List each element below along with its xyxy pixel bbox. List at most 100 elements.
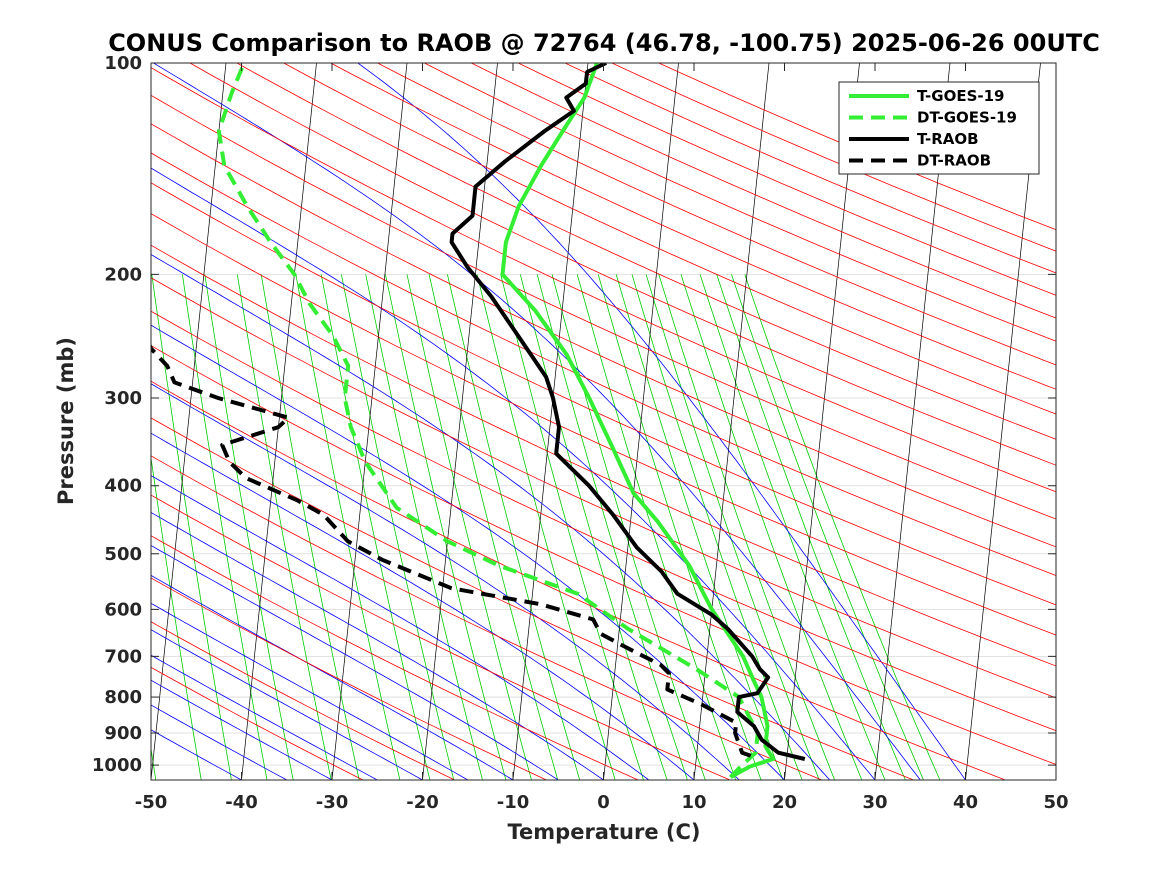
- mixing-ratio-line: [295, 274, 401, 780]
- dry-adiabat-line: [189, 63, 1056, 466]
- legend-label: T-GOES-19: [917, 87, 1004, 105]
- x-tick-label: -10: [497, 792, 530, 813]
- isotherm-line: [0, 63, 45, 780]
- mixing-ratio-line: [576, 274, 737, 780]
- y-axis: 100 200 300 400 500 600 700 800 900 1000: [92, 53, 1056, 776]
- moist-adiabat-line: [151, 544, 559, 780]
- dry-adiabat-line: [564, 63, 1056, 274]
- mixing-ratio-line: [341, 274, 455, 780]
- dry-adiabat-line: [151, 380, 1006, 780]
- dry-adiabat-line: [424, 63, 1056, 342]
- mixing-ratio-line: [204, 274, 294, 780]
- x-tick-label: -40: [225, 792, 258, 813]
- x-tick-label: 20: [772, 792, 797, 813]
- mixing-ratio-line: [320, 274, 431, 780]
- dry-adiabat-line: [151, 494, 731, 780]
- series-line-0: [500, 63, 776, 779]
- dry-adiabat-line: [611, 63, 1056, 252]
- dry-adiabat-line: [236, 63, 1056, 440]
- mixing-ratio-line: [658, 274, 835, 780]
- mixing-ratio-line: [406, 274, 532, 780]
- dry-adiabat-line: [151, 577, 547, 780]
- dry-adiabat-line: [151, 182, 1056, 606]
- x-tick-label: 30: [862, 792, 887, 813]
- legend-label: DT-RAOB: [917, 152, 991, 170]
- mixing-ratio-line: [151, 455, 202, 780]
- isotherm-line: [241, 63, 317, 780]
- isotherm-line: [1147, 63, 1167, 780]
- chart-title: CONUS Comparison to RAOB @ 72764 (46.78,…: [108, 29, 1100, 57]
- isotherm-line: [151, 63, 227, 780]
- x-tick-label: -50: [135, 792, 168, 813]
- dry-adiabat-line: [151, 310, 1056, 732]
- isotherm-line: [422, 63, 498, 780]
- dry-adiabat-line: [151, 123, 1056, 548]
- isotherm-line: [693, 63, 770, 780]
- y-tick-label: 200: [104, 264, 142, 285]
- isotherm-line: [784, 63, 860, 780]
- isotherm-line: [603, 63, 679, 780]
- y-tick-label: 300: [104, 388, 142, 409]
- x-tick-label: 10: [681, 792, 706, 813]
- mixing-ratio-line: [500, 274, 644, 780]
- isotherm-line: [1055, 776, 1056, 780]
- moist-adiabat-line: [151, 167, 876, 780]
- x-tick-label: 0: [597, 792, 610, 813]
- mixing-ratio-line: [731, 274, 924, 780]
- y-axis-label: Pressure (mb): [54, 337, 78, 505]
- moist-adiabat-line: [151, 432, 695, 780]
- moist-adiabat-line: [151, 324, 785, 780]
- dry-adiabat-line: [151, 213, 1056, 636]
- dry-adiabat-line: [471, 63, 1056, 319]
- y-tick-label: 800: [104, 687, 142, 708]
- mixing-ratio-line: [699, 274, 886, 780]
- legend-label: T-RAOB: [917, 130, 979, 148]
- moist-adiabat-line: [153, 63, 921, 780]
- series-line-3: [151, 343, 752, 758]
- y-tick-label: 1000: [92, 755, 142, 776]
- moist-adiabat-line: [151, 602, 468, 780]
- moist-adiabat-line: [151, 654, 378, 780]
- y-tick-label: 900: [104, 723, 142, 744]
- mixing-ratio-line: [519, 274, 668, 780]
- series-layer: [151, 63, 806, 779]
- moist-adiabat-line: [151, 253, 831, 780]
- x-axis-label: Temperature (C): [508, 820, 701, 844]
- x-axis: -50 -40 -30 -20 -10 0 10 20 30 40 50: [135, 63, 1069, 813]
- mixing-ratio-line: [385, 274, 507, 780]
- dry-adiabat-line: [283, 63, 1056, 415]
- mixing-ratio-line: [365, 274, 483, 780]
- y-tick-label: 400: [104, 476, 142, 497]
- mixing-ratio-line: [716, 274, 906, 780]
- mixing-ratio-line: [631, 274, 803, 780]
- dry-adiabat-line: [518, 63, 1056, 296]
- x-tick-label: 40: [953, 792, 978, 813]
- y-tick-label: 700: [104, 646, 142, 667]
- moist-adiabat-line: [151, 629, 423, 780]
- x-tick-label: -20: [406, 792, 439, 813]
- dry-adiabat-line: [658, 63, 1056, 231]
- plot-area: [151, 63, 1056, 780]
- isotherm-line: [331, 63, 408, 780]
- dry-adiabat-line: [151, 152, 1056, 576]
- mixing-ratio-line: [645, 274, 820, 780]
- legend-label: DT-GOES-19: [917, 109, 1017, 127]
- x-tick-label: -30: [316, 792, 349, 813]
- mixing-ratio-line: [597, 274, 762, 780]
- mixing-ratio-line: [744, 274, 941, 780]
- dry-adiabat-line: [151, 244, 1056, 667]
- series-line-1: [216, 63, 760, 779]
- moist-adiabat-line: [151, 511, 604, 780]
- y-tick-label: 500: [104, 544, 142, 565]
- dry-adiabat-line: [377, 63, 1056, 366]
- moist-adiabat-line: [151, 475, 650, 780]
- mixing-ratio-line: [428, 274, 559, 780]
- mixing-ratio-line: [447, 274, 581, 780]
- isotherm-line: [965, 63, 1041, 780]
- moist-adiabat-line: [357, 63, 966, 780]
- y-tick-label: 600: [104, 599, 142, 620]
- mixing-ratio-line: [151, 274, 232, 780]
- dry-adiabat-line: [151, 277, 1056, 699]
- mixing-ratio-line: [680, 274, 863, 780]
